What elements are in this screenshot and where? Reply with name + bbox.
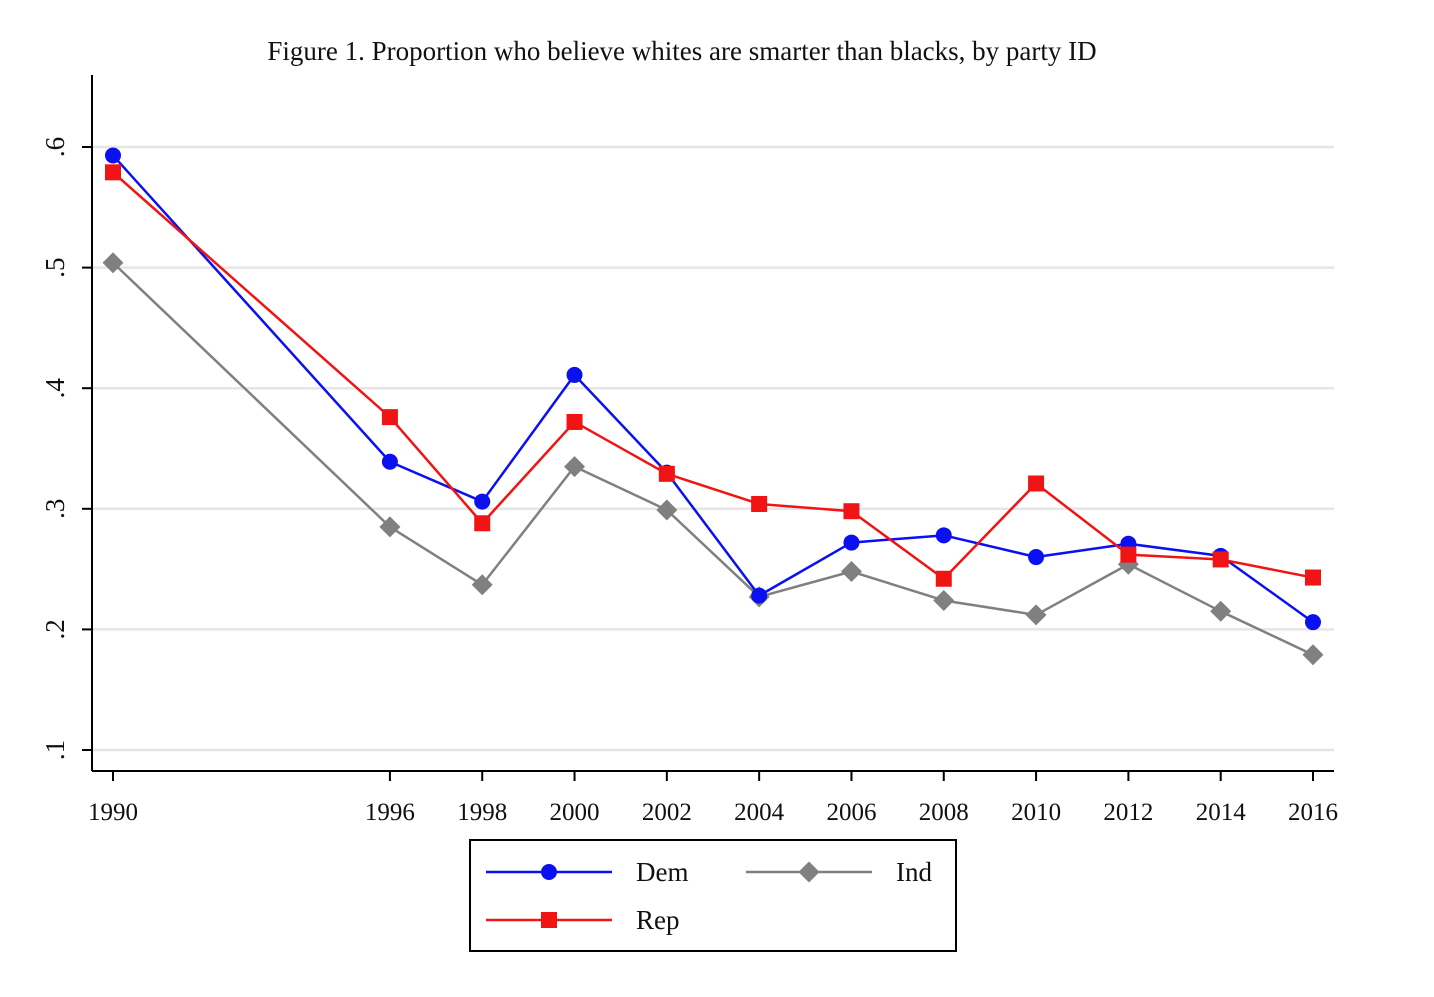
data-point-ind-1998 [471,574,493,596]
legend-box [469,839,957,952]
data-point-rep-1990 [105,164,121,181]
legend-item-rep: Rep [486,905,680,935]
chart-title: Figure 1. Proportion who believe whites … [267,36,1096,66]
data-point-ind-2014 [1210,600,1232,622]
data-point-rep-2002 [658,465,675,482]
legend-item-dem: Dem [486,857,688,887]
data-point-ind-2016 [1302,644,1324,666]
data-point-dem-2016 [1305,614,1321,631]
data-point-ind-1996 [379,516,401,538]
series-rep [105,164,1321,587]
series-line-dem [112,154,1314,624]
x-tick-label-1: 1996 [365,799,415,826]
series-line-rep [112,171,1314,580]
axes: .1 .2 .3 .4 .5 .6 1990 1996 1998 2000 2002 2004 2006… [40,75,1338,826]
x-tick-label-5: 2004 [734,799,785,826]
data-point-ind-2008 [933,589,955,611]
legend-label-rep: Rep [636,905,680,935]
series-dem [105,147,1321,631]
x-tick-label-4: 2002 [642,799,692,826]
data-point-dem-2000 [566,366,583,383]
data-point-dem-1998 [474,493,491,510]
gridlines [92,145,1334,752]
data-point-dem-1990 [105,147,121,164]
y-tick-label-3: .4 [40,378,70,399]
legend-marker-rep [541,912,557,928]
y-tick-label-1: .2 [40,619,70,639]
series-line-ind [112,261,1314,656]
data-point-ind-2002 [656,499,678,521]
data-point-rep-1996 [381,409,398,426]
x-tick-label-3: 2000 [550,799,600,826]
x-tick-label-10: 2014 [1196,799,1247,826]
data-point-rep-2010 [1028,475,1045,492]
data-point-rep-2016 [1305,569,1321,586]
data-point-rep-2004 [751,495,768,512]
y-tick-label-5: .6 [40,137,70,157]
data-point-dem-2010 [1028,549,1045,566]
data-point-ind-2006 [840,561,862,583]
series-ind [102,252,1324,666]
x-tick-label-11: 2016 [1288,799,1338,826]
legend: Dem Ind Rep [469,839,957,952]
x-tick-label-0: 1990 [88,799,138,826]
data-point-rep-1998 [474,515,491,532]
data-point-ind-1990 [102,252,124,274]
data-point-rep-2008 [935,570,952,587]
y-tick-label-4: .5 [40,257,70,277]
data-point-ind-2010 [1025,604,1047,626]
legend-marker-ind [798,861,820,883]
legend-marker-dem [541,864,557,880]
x-tick-label-7: 2008 [919,799,969,826]
data-point-rep-2014 [1212,551,1229,568]
x-tick-label-6: 2006 [826,799,876,826]
data-point-ind-2000 [564,456,586,478]
x-tick-label-2: 1998 [457,799,507,826]
y-tick-label-0: .1 [40,740,70,760]
x-tick-label-9: 2012 [1103,799,1153,826]
data-point-dem-2004 [751,587,768,604]
data-point-dem-2008 [935,527,952,544]
data-point-dem-2006 [843,534,860,551]
y-tick-label-2: .3 [40,499,70,519]
x-tick-label-8: 2010 [1011,799,1061,826]
legend-label-ind: Ind [896,857,932,887]
legend-label-dem: Dem [636,857,688,887]
series-layer [102,147,1324,666]
legend-item-ind: Ind [746,857,932,887]
data-point-rep-2012 [1120,546,1137,563]
data-point-rep-2006 [843,503,860,520]
data-point-dem-1996 [381,453,398,470]
data-point-rep-2000 [566,413,583,430]
